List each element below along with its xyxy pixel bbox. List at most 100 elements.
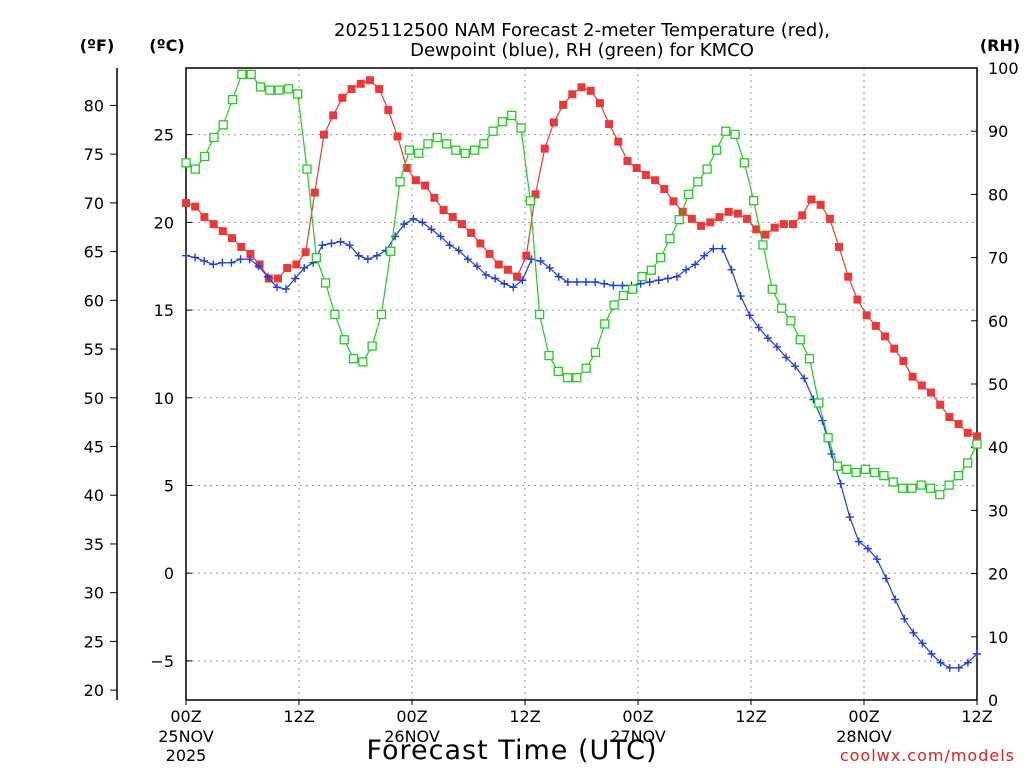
- rh-point: [590, 347, 601, 358]
- dewpoint-point: [282, 285, 291, 294]
- dewpoint-point: [900, 614, 909, 623]
- rh-point: [851, 467, 861, 478]
- temperature-line: [185, 79, 978, 437]
- rh-point: [963, 458, 973, 468]
- fahrenheit-tick-label: 65: [84, 243, 104, 262]
- celsius-tick-label: 5: [164, 476, 174, 495]
- temperature-point: [356, 79, 365, 88]
- temperature-point: [522, 251, 531, 260]
- temperature-point: [191, 202, 200, 211]
- rh-point: [488, 126, 498, 136]
- x-tick-label: 12Z: [509, 707, 540, 726]
- rh-tick-label: 10: [988, 628, 1008, 647]
- dewpoint-point: [336, 237, 345, 246]
- temperature-point: [301, 248, 310, 257]
- dewpoint-point: [454, 246, 463, 255]
- rh-point: [479, 139, 489, 149]
- temperature-point: [954, 420, 963, 429]
- dewpoint-point: [827, 449, 836, 458]
- fahrenheit-tick-label: 55: [84, 340, 104, 359]
- dewpoint-point: [909, 628, 918, 637]
- temperature-point: [586, 86, 595, 95]
- rh-point: [693, 177, 703, 187]
- rh-point: [358, 357, 368, 367]
- temperature-point: [853, 295, 862, 304]
- temperature-point: [917, 381, 926, 390]
- unit-label-celsius: (ºC): [149, 36, 184, 55]
- dewpoint-point: [672, 272, 681, 281]
- rh-point: [972, 439, 982, 449]
- temperature-point: [807, 195, 816, 204]
- series-rh: [181, 69, 982, 500]
- temperature-point: [733, 209, 742, 218]
- rh-point: [209, 132, 219, 143]
- temperature-point: [577, 83, 586, 92]
- dewpoint-line: [185, 218, 978, 669]
- dewpoint-point: [727, 265, 736, 274]
- rh-tick-label: 20: [988, 565, 1008, 584]
- data-series: [181, 69, 982, 672]
- temperature-point: [862, 311, 871, 320]
- rh-point: [702, 164, 712, 174]
- rh-point: [199, 151, 210, 162]
- rh-point: [600, 319, 610, 329]
- fahrenheit-tick-label: 20: [84, 681, 104, 700]
- dewpoint-point: [618, 281, 627, 290]
- fahrenheit-axis: 20 25 30 35 40 45 50 55 60 65 70 75 80: [84, 68, 118, 700]
- temperature-point: [724, 207, 733, 216]
- dewpoint-point: [609, 281, 618, 290]
- temperature-point: [457, 220, 466, 229]
- rh-point: [302, 164, 312, 174]
- temperature-point: [448, 213, 457, 222]
- dewpoint-point: [409, 214, 418, 223]
- dewpoint-point: [591, 277, 600, 286]
- dewpoint-point: [763, 334, 772, 343]
- rh-point: [320, 278, 331, 288]
- temperature-point: [844, 272, 853, 281]
- temperature-point: [605, 120, 614, 129]
- temperature-point: [255, 260, 264, 269]
- temperature-point: [669, 197, 678, 206]
- temperature-point: [402, 163, 411, 172]
- rh-point: [832, 461, 843, 471]
- fahrenheit-tick-label: 40: [84, 486, 104, 505]
- rh-point: [897, 483, 908, 493]
- rh-point: [842, 464, 852, 474]
- temperature-point: [568, 90, 577, 99]
- temperature-point: [936, 400, 945, 409]
- rh-point: [413, 148, 424, 158]
- temperature-point: [513, 272, 522, 281]
- temperature-point: [559, 100, 568, 109]
- celsius-tick-label: −5: [150, 652, 174, 671]
- rh-point: [823, 433, 833, 443]
- dewpoint-point: [600, 279, 609, 288]
- rh-point: [646, 265, 656, 275]
- rh-tick-label: 40: [988, 438, 1008, 457]
- dewpoint-point: [700, 251, 709, 260]
- rh-point: [739, 158, 750, 168]
- temperature-point: [890, 344, 899, 353]
- dewpoint-point: [754, 323, 763, 332]
- dewpoint-point: [973, 649, 981, 658]
- temperature-point: [908, 372, 917, 381]
- temperature-point: [614, 137, 623, 146]
- chart-title-line1: 2025112500 NAM Forecast 2-meter Temperat…: [334, 20, 830, 41]
- fahrenheit-tick-label: 35: [84, 535, 104, 554]
- temperature-point: [770, 223, 779, 232]
- temperature-point: [200, 213, 209, 222]
- rh-point: [534, 309, 545, 320]
- rh-point: [609, 300, 619, 310]
- rh-tick-label: 50: [988, 375, 1008, 394]
- temperature-point: [393, 132, 402, 141]
- rh-point: [246, 69, 256, 79]
- rh-point: [925, 483, 936, 493]
- celsius-tick-label: 20: [154, 213, 174, 232]
- grid-lines: [186, 68, 977, 700]
- temperature-point: [816, 200, 825, 209]
- temperature-point: [540, 144, 549, 153]
- rh-point: [283, 84, 294, 94]
- temperature-point: [595, 99, 604, 108]
- rh-point: [786, 316, 796, 326]
- series-temperature: [182, 76, 981, 441]
- rh-tick-label: 30: [988, 501, 1008, 520]
